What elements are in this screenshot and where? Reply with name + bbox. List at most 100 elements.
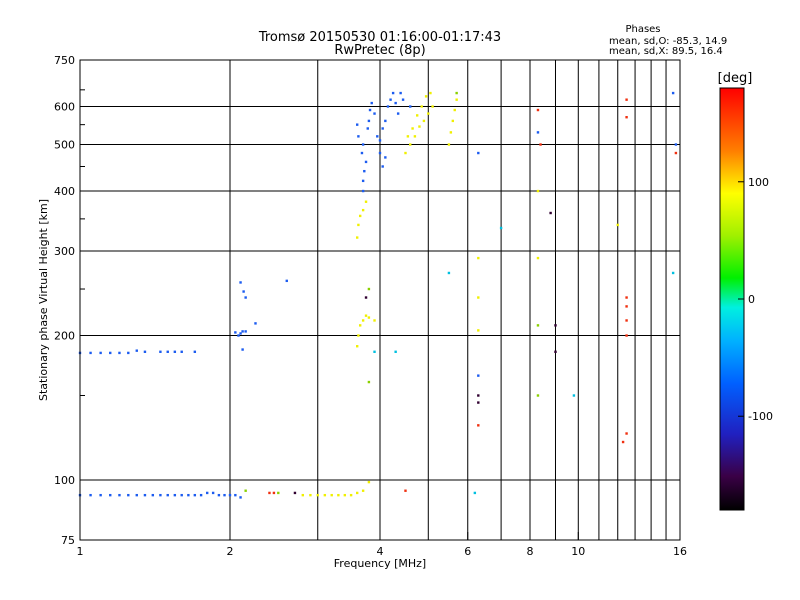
data-point [367, 380, 371, 384]
data-point [455, 91, 458, 95]
data-point [355, 236, 359, 239]
data-point [536, 324, 540, 327]
data-point [99, 493, 102, 497]
data-point [309, 493, 312, 497]
data-point [166, 493, 169, 497]
data-point [361, 319, 365, 322]
data-point [406, 135, 410, 138]
data-point [89, 493, 92, 497]
data-point [384, 119, 387, 123]
data-point [427, 112, 430, 115]
data-point [625, 296, 628, 299]
data-point [364, 160, 368, 164]
data-point [187, 493, 190, 497]
x-tick-label: 16 [673, 545, 687, 558]
data-point [211, 491, 215, 495]
data-point [316, 493, 319, 497]
data-point [135, 349, 138, 352]
data-point [381, 127, 384, 130]
data-point [239, 281, 242, 284]
x-tick-label: 2 [227, 545, 234, 558]
data-point [539, 143, 542, 146]
phase-line-o: mean, sd,O: -85.3, 14.9 [609, 36, 727, 47]
data-point [389, 98, 392, 101]
data-point [536, 108, 540, 112]
points-layer [78, 91, 678, 499]
data-point [244, 330, 247, 333]
data-point [193, 350, 197, 353]
data-point [625, 116, 628, 119]
data-point [477, 329, 480, 332]
data-point [477, 256, 480, 260]
data-point [361, 189, 365, 193]
data-point [367, 119, 371, 123]
data-point [536, 256, 540, 260]
data-point [399, 91, 402, 95]
data-point [415, 114, 419, 117]
x-tick-label: 4 [377, 545, 384, 558]
data-point [422, 119, 426, 123]
data-point [671, 271, 675, 275]
data-point [386, 105, 390, 108]
data-point [361, 489, 365, 492]
data-point [272, 491, 276, 495]
data-point [449, 131, 453, 134]
data-point [159, 350, 162, 353]
data-point [166, 350, 169, 353]
data-point [193, 493, 197, 497]
data-point [409, 105, 412, 108]
ticks-layer: 1 2 4 6 8 10 16 75 100 200 300 400 500 600 750 [54, 54, 687, 558]
data-point [180, 350, 183, 353]
data-point [572, 394, 576, 397]
data-point [337, 493, 340, 497]
data-point [241, 330, 244, 333]
data-point [357, 135, 360, 138]
data-point [477, 296, 480, 299]
data-point [625, 432, 628, 435]
data-point [241, 348, 244, 351]
data-point [109, 351, 112, 355]
data-point [143, 493, 147, 497]
data-point [455, 98, 458, 101]
colorbar-tick-label: -100 [748, 410, 773, 423]
y-tick-label: 400 [54, 185, 75, 198]
data-point [409, 143, 412, 146]
data-point [293, 491, 297, 495]
plot-frame [79, 59, 681, 541]
data-point [285, 279, 288, 283]
data-point [367, 480, 371, 484]
chart-title: Tromsø 20150530 01:16:00-01:17:43 [258, 30, 501, 45]
x-tick-label: 6 [464, 545, 471, 558]
data-point [378, 151, 382, 155]
data-point [549, 211, 552, 215]
data-point [674, 151, 678, 155]
x-axis-label: Frequency [MHz] [334, 557, 426, 570]
data-point [368, 108, 372, 112]
data-point [217, 493, 221, 497]
data-point [361, 143, 365, 146]
data-point [118, 351, 121, 355]
data-point [355, 491, 359, 495]
data-point [180, 493, 183, 497]
data-point [127, 493, 130, 497]
data-point [364, 296, 368, 299]
data-point [536, 189, 540, 193]
y-tick-label: 100 [54, 474, 75, 487]
phase-heading: Phases [625, 24, 660, 35]
data-point [357, 334, 360, 337]
grid-layer [80, 59, 680, 541]
data-point [477, 424, 480, 427]
data-point [330, 493, 333, 497]
data-point [554, 324, 557, 327]
data-point [384, 156, 387, 159]
data-point [173, 350, 177, 353]
data-point [404, 151, 407, 155]
y-tick-label: 200 [54, 330, 75, 343]
phase-line-x: mean, sd,X: 89.5, 16.4 [609, 46, 723, 57]
data-point [451, 119, 455, 123]
data-point [127, 351, 130, 355]
data-point [364, 314, 368, 317]
data-point [367, 287, 371, 291]
y-tick-label: 75 [61, 534, 75, 547]
data-point [254, 322, 257, 325]
